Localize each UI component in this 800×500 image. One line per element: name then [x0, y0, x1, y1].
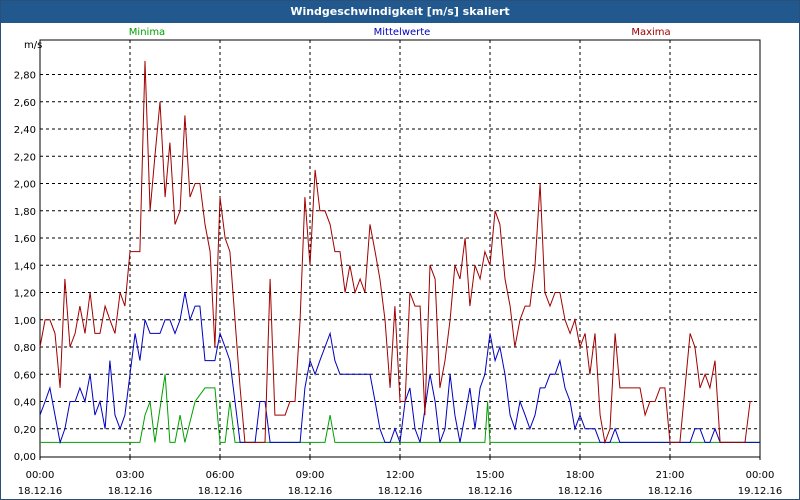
x-tick-date: 18.12.16 — [468, 486, 513, 497]
x-tick-time: 03:00 — [116, 470, 145, 481]
x-tick-time: 15:00 — [476, 470, 505, 481]
y-tick-label: 0,60 — [14, 370, 36, 381]
x-tick-date: 18.12.16 — [18, 486, 63, 497]
x-tick-date: 19.12.16 — [738, 486, 783, 497]
y-tick-label: 0,00 — [14, 452, 36, 463]
x-tick-date: 18.12.16 — [198, 486, 243, 497]
legend-minima: Minima — [129, 27, 165, 38]
y-tick-label: 1,00 — [14, 316, 36, 327]
x-tick-date: 18.12.16 — [288, 486, 333, 497]
x-tick-time: 00:00 — [746, 470, 775, 481]
y-axis-ticks: 0,00 0,20 0,40 0,60 0,80 1,00 1,20 1,40 1,60 1,80… — [14, 71, 36, 464]
y-tick-label: 1,40 — [14, 261, 36, 272]
x-tick-time: 09:00 — [296, 470, 325, 481]
y-tick-label: 1,20 — [14, 289, 36, 300]
y-tick-label: 2,40 — [14, 125, 36, 136]
x-tick-date: 18.12.16 — [108, 486, 153, 497]
y-tick-label: 0,80 — [14, 343, 36, 354]
y-axis-unit: m/s — [24, 40, 42, 51]
x-tick-date: 18.12.16 — [558, 486, 603, 497]
y-tick-label: 2,80 — [14, 71, 36, 82]
window-title: Windgeschwindigkeit [m/s] skaliert — [1, 1, 799, 23]
series-lines — [39, 60, 760, 445]
y-tick-label: 1,80 — [14, 207, 36, 218]
x-tick-date: 18.12.16 — [648, 486, 693, 497]
x-tick-date: 18.12.16 — [378, 486, 423, 497]
series-line-minima — [40, 374, 760, 443]
series-line-maxima — [39, 60, 753, 445]
x-axis-ticks: 00:00 18.12.16 03:00 18.12.16 06:00 18.12.16 0… — [18, 456, 783, 497]
x-tick-time: 12:00 — [386, 470, 415, 481]
y-tick-label: 2,20 — [14, 152, 36, 163]
legend-mittelwerte: Mittelwerte — [374, 27, 431, 38]
legend-maxima: Maxima — [631, 27, 670, 38]
x-tick-time: 21:00 — [656, 470, 685, 481]
y-tick-label: 2,00 — [14, 180, 36, 191]
y-tick-label: 0,20 — [14, 425, 36, 436]
x-tick-time: 00:00 — [26, 470, 55, 481]
y-tick-label: 0,40 — [14, 398, 36, 409]
x-tick-time: 18:00 — [566, 470, 595, 481]
series-line-mittelwerte — [39, 292, 760, 445]
y-tick-label: 1,60 — [14, 234, 36, 245]
y-tick-label: 2,60 — [14, 98, 36, 109]
x-tick-time: 06:00 — [206, 470, 235, 481]
